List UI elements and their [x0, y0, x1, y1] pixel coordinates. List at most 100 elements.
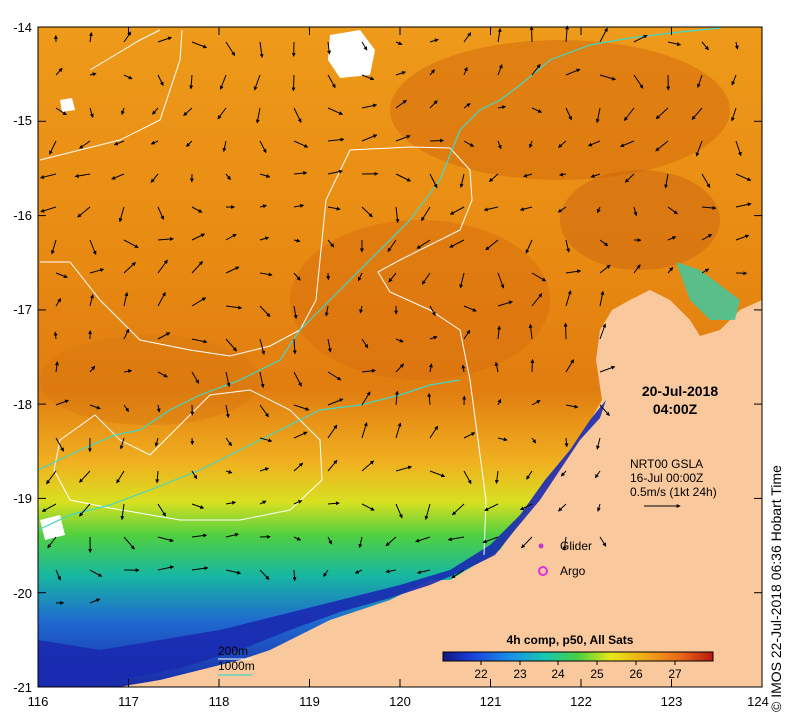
current-vector-arrow	[292, 338, 297, 355]
current-vector-arrow	[459, 272, 465, 289]
current-vector-arrow	[259, 569, 270, 580]
current-vector-arrow	[531, 107, 543, 113]
current-vector-arrow	[599, 27, 608, 43]
current-vector-arrow	[324, 305, 329, 317]
current-vector-arrow	[361, 103, 378, 109]
current-vector-arrow	[701, 205, 717, 210]
current-vector-arrow	[150, 140, 159, 145]
current-vector-arrow	[664, 173, 669, 189]
current-vector-arrow	[655, 140, 669, 152]
current-vector-arrow	[731, 107, 737, 122]
current-vector-arrow	[526, 470, 533, 480]
current-vector-arrow	[395, 422, 402, 439]
current-vector-arrow	[595, 107, 601, 124]
current-vector-arrow	[291, 74, 296, 92]
current-vector-arrow	[429, 305, 436, 317]
current-vector-arrow	[259, 173, 271, 178]
current-vector-arrow	[531, 437, 537, 444]
current-vector-arrow	[89, 598, 101, 604]
current-vector-arrow	[701, 41, 709, 51]
current-vector-arrow	[528, 323, 533, 340]
current-vector-arrow	[497, 398, 502, 406]
current-vector-arrow	[259, 437, 273, 443]
current-vector-arrow	[565, 359, 575, 373]
current-vector-arrow	[123, 369, 133, 374]
current-vector-arrow	[293, 536, 302, 541]
current-vector-arrow	[186, 140, 193, 147]
colorbar-tick-label: 23	[513, 667, 527, 681]
current-vector-arrow	[225, 305, 243, 310]
current-vector-arrow	[395, 465, 413, 472]
current-vector-arrow	[619, 140, 635, 148]
current-vector-arrow	[494, 361, 499, 373]
current-vector-arrow	[395, 71, 407, 76]
glider-marker	[538, 543, 544, 549]
current-vector-arrow	[259, 500, 267, 505]
current-vector-arrow	[157, 206, 164, 221]
current-vector-arrow	[463, 66, 468, 76]
current-vector-arrow	[361, 391, 371, 406]
y-tick-label: -21	[13, 680, 32, 695]
current-vector-arrow	[587, 140, 601, 147]
current-vector-arrow	[259, 41, 264, 59]
current-vector-arrow	[259, 236, 270, 241]
current-vector-arrow	[123, 74, 133, 80]
current-vector-arrow	[463, 470, 472, 485]
credit-text: © IMOS 22-Jul-2018 06:36 Hobart Time	[768, 465, 784, 712]
current-vector-arrow	[565, 404, 579, 409]
x-tick-label: 120	[389, 694, 411, 709]
current-vector-arrow	[531, 272, 547, 282]
current-vector-arrow	[599, 74, 616, 81]
current-vector-arrow	[157, 291, 166, 307]
current-vector-arrow	[89, 268, 105, 274]
colorbar-tick-label: 22	[474, 667, 488, 681]
map-time: 04:00Z	[653, 401, 698, 417]
y-tick-label: -17	[13, 302, 32, 317]
current-vector-arrow	[157, 36, 173, 43]
current-vector-arrow	[463, 305, 477, 312]
current-vector-arrow	[191, 233, 206, 241]
current-vector-arrow	[395, 503, 403, 519]
current-vector-arrow	[121, 107, 125, 116]
current-vector-arrow	[225, 371, 231, 388]
current-vector-arrow	[565, 107, 572, 121]
current-vector-arrow	[599, 290, 605, 307]
current-vector-arrow	[633, 264, 641, 274]
current-vector-arrow	[293, 203, 305, 208]
current-vector-arrow	[123, 404, 130, 413]
current-vector-arrow	[361, 206, 373, 218]
current-vector-arrow	[157, 74, 164, 86]
y-tick-label: -20	[13, 586, 32, 601]
current-vector-arrow	[53, 331, 58, 340]
current-vector-arrow	[735, 140, 742, 157]
current-vector-arrow	[560, 470, 567, 477]
current-vector-arrow	[395, 99, 407, 109]
current-vector-arrow	[150, 173, 159, 183]
current-vector-arrow	[415, 536, 431, 543]
current-vector-arrow	[191, 533, 208, 538]
current-vector-arrow	[40, 206, 57, 213]
current-vector-arrow	[452, 503, 465, 516]
colorbar-title: 4h comp, p50, All Sats	[507, 633, 634, 647]
current-vector-arrow	[225, 532, 239, 538]
current-vector-arrow	[154, 437, 159, 447]
current-vector-arrow	[222, 140, 227, 153]
current-vector-arrow	[89, 569, 103, 577]
current-vector-arrow	[191, 371, 200, 384]
argo-label: Argo	[560, 564, 586, 578]
current-vector-arrow	[225, 233, 237, 241]
current-vector-arrow	[599, 365, 616, 373]
current-vector-arrow	[497, 437, 508, 442]
current-vector-arrow	[259, 272, 273, 277]
current-vector-arrow	[79, 503, 91, 517]
current-vector-arrow	[387, 239, 397, 253]
current-vector-arrow	[191, 261, 203, 274]
current-vector-arrow	[327, 424, 338, 439]
current-vector-arrow	[259, 305, 271, 318]
current-vector-arrow	[633, 34, 648, 43]
current-vector-arrow	[191, 470, 198, 480]
y-tick-label: -15	[13, 113, 32, 128]
current-vector-arrow	[361, 460, 375, 472]
current-vector-arrow	[695, 140, 703, 157]
current-vector-arrow	[157, 565, 175, 571]
